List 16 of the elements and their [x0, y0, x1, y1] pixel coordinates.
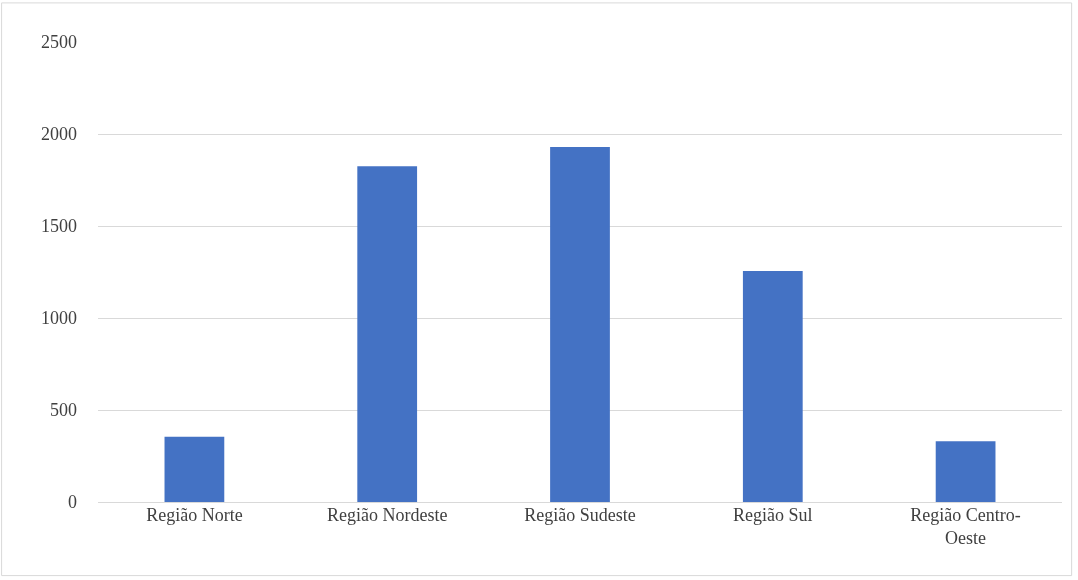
y-tick-label: 1500 [41, 216, 77, 237]
x-tick-label: Região Norte [146, 505, 243, 525]
x-tick-label: Região Sul [733, 505, 813, 525]
x-tick-label: Região Sudeste [524, 505, 636, 525]
bar [357, 166, 418, 502]
y-tick-label: 2500 [41, 32, 77, 53]
y-tick-label: 1000 [41, 308, 77, 329]
x-tick-label: Região Nordeste [326, 505, 448, 525]
bar [935, 441, 996, 502]
bar [164, 436, 225, 502]
x-tick-label: Região Centro-Oeste [910, 505, 1021, 549]
y-tick-label: 500 [50, 400, 77, 421]
bar [550, 146, 610, 502]
y-tick-label: 0 [68, 492, 77, 513]
bar [742, 271, 803, 502]
y-tick-label: 2000 [41, 124, 77, 145]
